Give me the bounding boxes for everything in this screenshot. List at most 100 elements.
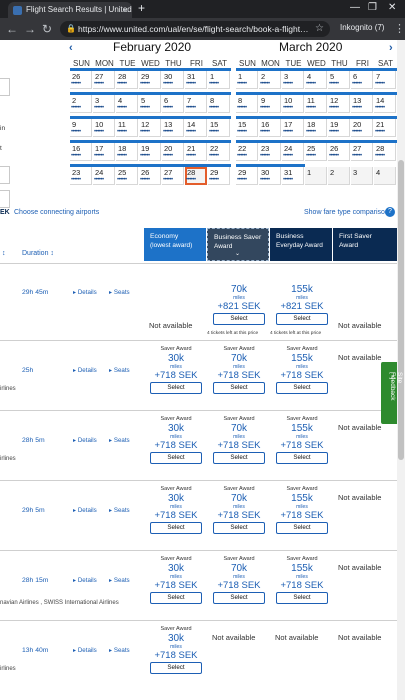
calendar-day[interactable]: 25 •••••• (305, 143, 327, 161)
calendar-day[interactable]: 17 •••••• (282, 119, 304, 137)
tab-close-icon[interactable]: × (122, 5, 128, 15)
calendar-day[interactable]: 10 •••••• (93, 119, 115, 137)
fare-column-header[interactable]: Economy (lowest award) (144, 228, 206, 261)
select-button[interactable]: Select (150, 662, 202, 674)
new-tab-button[interactable]: + (138, 1, 146, 15)
calendar-day[interactable]: 27 •••••• (351, 143, 373, 161)
calendar-day[interactable]: 19 •••••• (139, 143, 161, 161)
select-button[interactable]: Select (276, 382, 328, 394)
calendar-day[interactable]: 13 •••••• (351, 95, 373, 113)
choose-connecting-airports-link[interactable]: Choose connecting airports (14, 209, 100, 216)
calendar-day[interactable]: 27 •••••• (162, 167, 184, 185)
calendar-day[interactable]: 19 •••••• (328, 119, 350, 137)
select-button[interactable]: Select (150, 382, 202, 394)
details-link[interactable]: ▸ Details (73, 289, 97, 296)
calendar-day[interactable]: 8 •••••• (236, 95, 258, 113)
calendar-day[interactable]: 1 (305, 167, 327, 185)
calendar-day[interactable]: 24 •••••• (282, 143, 304, 161)
calendar-day[interactable]: 13 •••••• (162, 119, 184, 137)
browser-menu-icon[interactable]: ⋮ (394, 23, 405, 35)
select-button[interactable]: Select (276, 592, 328, 604)
reload-icon[interactable]: ↻ (42, 22, 53, 36)
address-bar[interactable]: 🔒 https://www.united.com/ual/en/se/fligh… (60, 21, 330, 37)
seats-link[interactable]: ▸ Seats (109, 647, 130, 654)
fare-column-header[interactable]: Business Saver Award ⌄ (207, 228, 269, 261)
calendar-day[interactable]: 22 •••••• (208, 143, 230, 161)
details-link[interactable]: ▸ Details (73, 507, 97, 514)
calendar-day[interactable]: 29 •••••• (208, 167, 230, 185)
prev-month-arrow[interactable]: ‹ (69, 42, 73, 54)
calendar-day[interactable]: 14 •••••• (185, 119, 207, 137)
calendar-day[interactable]: 6 •••••• (162, 95, 184, 113)
calendar-day[interactable]: 2 •••••• (70, 95, 92, 113)
calendar-day[interactable]: 23 •••••• (259, 143, 281, 161)
select-button[interactable]: Select (213, 452, 265, 464)
select-button[interactable]: Select (276, 522, 328, 534)
calendar-day[interactable]: 26 •••••• (139, 167, 161, 185)
calendar-day[interactable]: 26 •••••• (328, 143, 350, 161)
details-link[interactable]: ▸ Details (73, 367, 97, 374)
seats-link[interactable]: ▸ Seats (109, 289, 130, 296)
stops-sort-arrow[interactable]: ↕ (2, 250, 6, 257)
calendar-day[interactable]: 30 •••••• (259, 167, 281, 185)
calendar-day[interactable]: 23 •••••• (70, 167, 92, 185)
calendar-day[interactable]: 4 •••••• (116, 95, 138, 113)
bookmark-star-icon[interactable]: ☆ (315, 23, 324, 34)
seats-link[interactable]: ▸ Seats (109, 507, 130, 514)
forward-arrow-icon[interactable]: → (24, 22, 36, 36)
calendar-day[interactable]: 1 •••••• (236, 71, 258, 89)
calendar-day[interactable]: 25 •••••• (116, 167, 138, 185)
calendar-day[interactable]: 24 •••••• (93, 167, 115, 185)
calendar-day[interactable]: 15 •••••• (208, 119, 230, 137)
calendar-day[interactable]: 31 •••••• (282, 167, 304, 185)
calendar-day[interactable]: 14 •••••• (374, 95, 396, 113)
calendar-day[interactable]: 18 •••••• (305, 119, 327, 137)
calendar-day[interactable]: 10 •••••• (282, 95, 304, 113)
back-arrow-icon[interactable]: ← (6, 22, 18, 36)
select-button[interactable]: Select (150, 522, 202, 534)
calendar-day[interactable]: 21 •••••• (374, 119, 396, 137)
calendar-day[interactable]: 7 •••••• (374, 71, 396, 89)
calendar-day[interactable]: 12 •••••• (139, 119, 161, 137)
calendar-day[interactable]: 3 •••••• (93, 95, 115, 113)
incognito-indicator[interactable]: Inkognito (7) (340, 23, 385, 32)
calendar-day[interactable]: 4 (374, 167, 396, 185)
fare-column-header[interactable]: First Saver Award (333, 228, 397, 261)
calendar-day[interactable]: 9 •••••• (70, 119, 92, 137)
calendar-day[interactable]: 7 •••••• (185, 95, 207, 113)
calendar-day[interactable]: 20 •••••• (162, 143, 184, 161)
seats-link[interactable]: ▸ Seats (109, 577, 130, 584)
calendar-day[interactable]: 22 •••••• (236, 143, 258, 161)
calendar-day[interactable]: 5 •••••• (139, 95, 161, 113)
select-button[interactable]: Select (213, 592, 265, 604)
calendar-day[interactable]: 12 •••••• (328, 95, 350, 113)
details-link[interactable]: ▸ Details (73, 647, 97, 654)
maximize-icon[interactable]: ❐ (368, 2, 377, 13)
duration-sort-header[interactable]: Duration ↕ (22, 250, 54, 257)
calendar-day[interactable]: 28 •••••• (116, 71, 138, 89)
site-feedback-tab[interactable]: [+] Site Feedback (381, 362, 403, 424)
calendar-day[interactable]: 26 •••••• (70, 71, 92, 89)
calendar-day[interactable]: 29 •••••• (236, 167, 258, 185)
calendar-day[interactable]: 20 •••••• (351, 119, 373, 137)
page-scrollbar[interactable] (397, 40, 405, 700)
calendar-day[interactable]: 17 •••••• (93, 143, 115, 161)
calendar-day[interactable]: 6 •••••• (351, 71, 373, 89)
info-icon[interactable]: ? (385, 207, 395, 217)
calendar-day[interactable]: 28 •••••• (185, 167, 207, 185)
calendar-day[interactable]: 31 •••••• (185, 71, 207, 89)
select-button[interactable]: Select (276, 452, 328, 464)
select-button[interactable]: Select (150, 452, 202, 464)
select-button[interactable]: Select (213, 522, 265, 534)
calendar-day[interactable]: 16 •••••• (70, 143, 92, 161)
calendar-day[interactable]: 11 •••••• (305, 95, 327, 113)
scrollbar-thumb[interactable] (398, 160, 404, 460)
details-link[interactable]: ▸ Details (73, 577, 97, 584)
browser-tab[interactable]: Flight Search Results | United Airli… × (8, 2, 132, 18)
select-button[interactable]: Select (276, 313, 328, 325)
fare-column-header[interactable]: Business Everyday Award (270, 228, 332, 261)
calendar-day[interactable]: 2 (328, 167, 350, 185)
next-month-arrow[interactable]: › (389, 42, 393, 54)
calendar-day[interactable]: 11 •••••• (116, 119, 138, 137)
seats-link[interactable]: ▸ Seats (109, 367, 130, 374)
